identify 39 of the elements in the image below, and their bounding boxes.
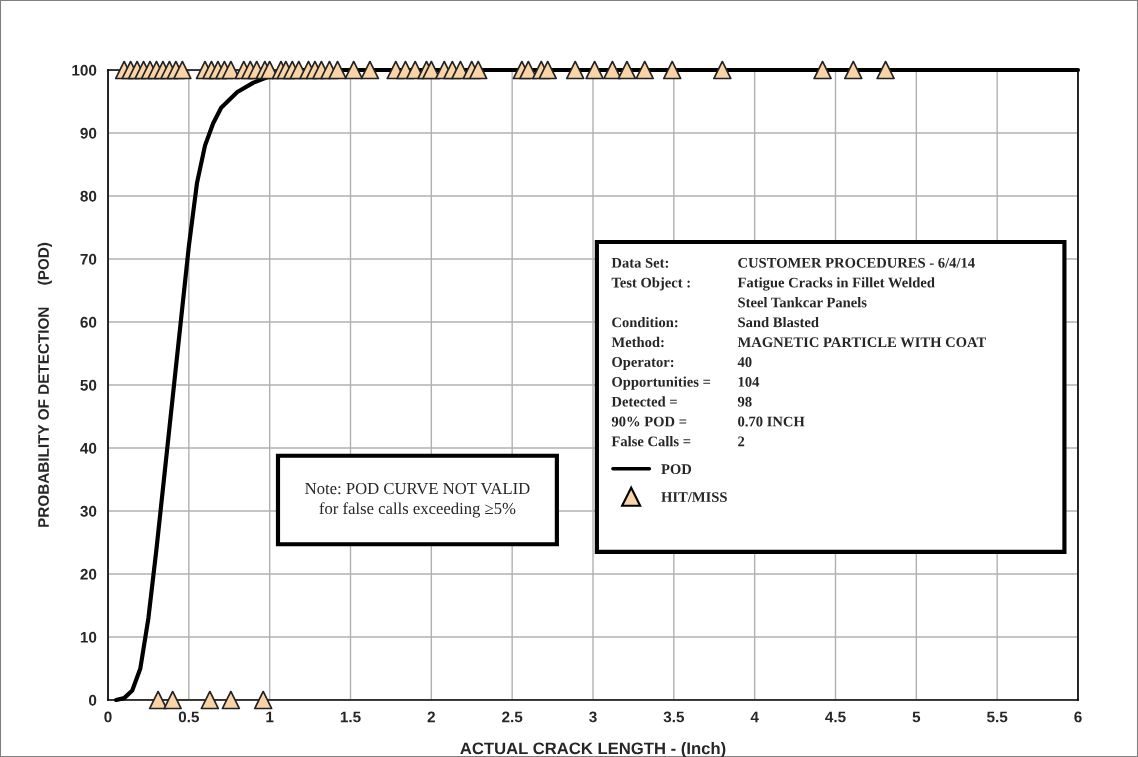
y-tick-label: 40 [80, 442, 97, 454]
x-tick-label: 5.5 [987, 711, 1008, 723]
y-tick-label: 20 [80, 568, 97, 580]
y-tick-label: 70 [80, 253, 97, 265]
annotation: Steel Tankcar Panels [738, 297, 867, 308]
text: Opportunities = 104 [612, 376, 760, 390]
x-tick-label: 4.5 [825, 711, 846, 723]
x-tick-label: 2 [427, 711, 435, 723]
x-tick-label: 0.5 [178, 711, 200, 723]
y-tick-label: 50 [80, 379, 97, 391]
x-tick-label: 6 [1074, 711, 1082, 723]
text: Detected = 98 [611, 396, 752, 407]
text: Method: MAGNETIC PARTICLE WITH COAT [611, 336, 986, 348]
y-tick-label: 60 [80, 316, 97, 328]
x-tick-label: 2.5 [502, 711, 523, 723]
y-tick-label: 90 [80, 127, 97, 139]
y-tick-label: 30 [80, 505, 97, 517]
text: Data Set: CUSTOMER PROCEDURES - 6/4/14 [611, 257, 975, 268]
x-tick-label: 5 [912, 711, 921, 723]
x-tick-label: 1 [266, 711, 274, 723]
text: False Calls = 2 [611, 436, 745, 447]
text: 90% POD = 0.70 INCH [611, 416, 805, 427]
text: Condition: Sand Blasted [612, 316, 819, 328]
x-tick-label: 1.5 [340, 711, 361, 723]
y-axis-title: PROBABILITY OF DETECTION (POD) [37, 242, 52, 527]
y-tick-label: 10 [80, 631, 97, 643]
y-tick-label: 80 [80, 190, 97, 202]
legend-label: POD [661, 464, 692, 475]
x-tick-label: 3 [589, 711, 597, 723]
x-tick-label: 4 [750, 711, 759, 723]
y-tick-label: 0 [89, 694, 97, 706]
x-axis-title: ACTUAL CRACK LENGTH - (Inch) [460, 742, 726, 757]
x-tick-label: 0 [104, 711, 112, 723]
text: Operator: 40 [612, 357, 752, 370]
y-tick-label: 100 [72, 64, 97, 76]
annotation: Note: POD CURVE NOT VALID for false calls exceeding ≥5% [305, 482, 530, 518]
legend-label: HIT/MISS [661, 492, 727, 502]
x-tick-label: 3.5 [663, 711, 685, 723]
text: Test Object : Fatigue Cracks in Fillet Welded [611, 277, 935, 291]
